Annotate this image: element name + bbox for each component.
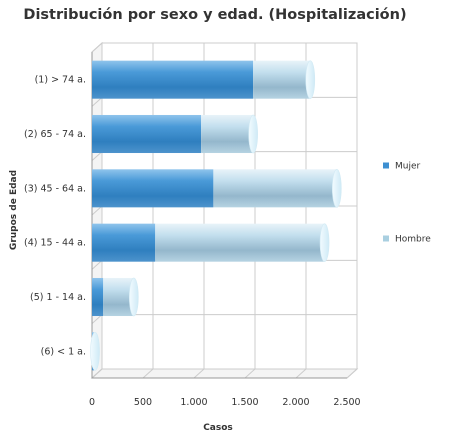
bar-end-cap [129, 277, 139, 317]
x-gridline-floor [346, 368, 358, 379]
bar-end-cap [90, 332, 100, 371]
y-tick-label: (2) 65 - 74 a. [24, 129, 86, 140]
bar-end-cap [331, 169, 342, 208]
floor [90, 368, 359, 379]
y-tick-label: (5) 1 - 14 a. [30, 292, 86, 303]
bar-hombre [103, 277, 134, 317]
bar-group [92, 169, 342, 208]
bar-group [92, 223, 330, 262]
bar-mujer [92, 277, 104, 317]
legend-label: Hombre [395, 235, 431, 245]
y-gridline-wall [91, 205, 103, 216]
x-axis-title: Casos [203, 423, 233, 433]
x-tick-label: 2.500 [333, 397, 360, 408]
x-tick-label: 2.000 [282, 397, 309, 408]
x-gridline-floor [295, 368, 307, 379]
y-tick-label: (3) 45 - 64 a. [24, 183, 86, 194]
x-tick-label: 0 [89, 397, 95, 408]
x-tick-label: 1.000 [180, 397, 207, 408]
bar-group [92, 60, 316, 99]
y-tick-label: (1) > 74 a. [35, 75, 86, 86]
chart-title: Distribución por sexo y edad. (Hospitali… [23, 7, 406, 23]
y-gridline-wall [91, 96, 103, 107]
y-tick-label: (4) 15 - 44 a. [24, 238, 86, 249]
x-tick-label: 1.500 [231, 397, 258, 408]
bar-end-cap [319, 223, 330, 262]
x-gridline-floor [244, 368, 256, 379]
bar-group [92, 114, 258, 154]
bar-mujer [92, 60, 254, 99]
bar-end-cap [305, 60, 316, 99]
bar-mujer [92, 223, 156, 262]
y-gridline-wall [91, 314, 103, 325]
bar-hombre [201, 114, 254, 154]
bar-mujer [92, 169, 214, 208]
y-gridline-wall [91, 368, 103, 379]
legend-swatch [383, 162, 389, 169]
legend-swatch [383, 235, 389, 242]
y-gridline-wall [91, 151, 103, 162]
bars-group [90, 60, 342, 371]
y-axis-title: Grupos de Edad [9, 170, 19, 250]
bar-hombre [253, 60, 311, 99]
y-axis-labels: (1) > 74 a. (2) 65 - 74 a. (3) 45 - 64 a. (… [24, 75, 86, 358]
y-tick-label: (6) < 1 a. [41, 346, 86, 357]
y-gridline-wall [91, 42, 103, 53]
bar-mujer [92, 114, 202, 154]
x-gridline-floor [193, 368, 205, 379]
y-gridline-wall [91, 259, 103, 270]
legend-label: Mujer [395, 162, 421, 172]
x-gridline-floor [142, 368, 154, 379]
bar-group [92, 277, 139, 317]
bar-hombre [213, 169, 337, 208]
x-axis-labels: 0 500 1.000 1.500 2.000 2.500 [89, 397, 361, 408]
bar-hombre [155, 223, 325, 262]
bar-group [90, 332, 100, 371]
x-tick-label: 500 [134, 397, 152, 408]
bar-end-cap [248, 114, 258, 154]
legend: Mujer Hombre [383, 162, 431, 245]
